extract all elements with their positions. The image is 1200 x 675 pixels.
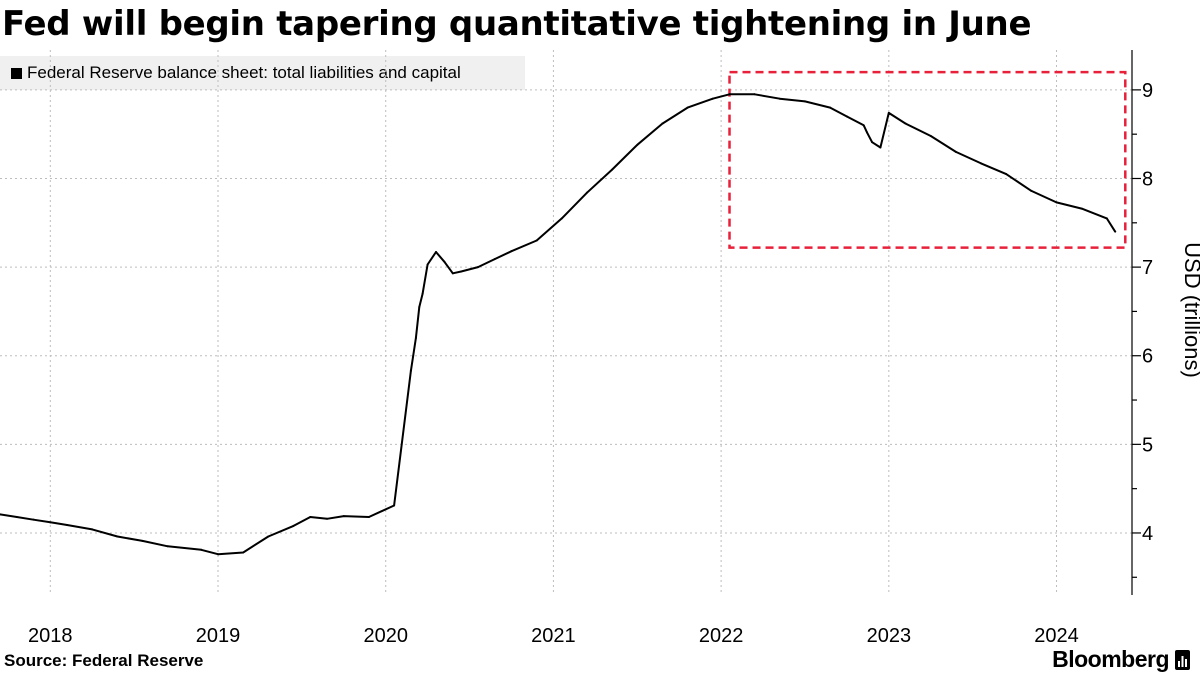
data-point	[929, 134, 932, 137]
x-tick-label-2021: 2021	[531, 625, 576, 647]
data-point	[560, 217, 563, 220]
data-point	[141, 539, 144, 542]
data-point	[393, 504, 396, 507]
series-line-0	[0, 93, 1117, 556]
legend-label: Federal Reserve balance sheet: total lia…	[27, 63, 461, 82]
data-point	[1080, 207, 1083, 210]
y-tick-label-9: 9	[1142, 80, 1153, 102]
data-point	[1030, 189, 1033, 192]
y-axis-label: USD (trillions)	[1180, 242, 1200, 378]
y-tick-label-8: 8	[1142, 168, 1153, 190]
data-point	[49, 521, 52, 524]
data-point	[1114, 230, 1117, 233]
x-tick-label-2020: 2020	[363, 625, 408, 647]
data-point	[309, 516, 312, 519]
data-point	[862, 124, 865, 127]
y-axis	[1131, 50, 1141, 595]
y-tick-label-5: 5	[1142, 434, 1153, 456]
data-point	[753, 93, 756, 96]
data-point	[66, 523, 69, 526]
data-point	[443, 260, 446, 263]
data-point	[15, 516, 18, 519]
data-point	[829, 106, 832, 109]
data-point	[476, 266, 479, 269]
data-point	[535, 239, 538, 242]
data-point	[510, 250, 513, 253]
y-tick-label-4: 4	[1142, 523, 1153, 545]
y-axis-tick-labels: 4 5 6 7 8 9	[1142, 80, 1153, 545]
data-point	[711, 97, 714, 100]
data-point	[342, 515, 345, 518]
data-point	[1005, 173, 1008, 176]
data-point	[778, 97, 781, 100]
data-point	[409, 369, 412, 372]
data-point	[426, 263, 429, 266]
data-point	[116, 535, 119, 538]
data-point	[1055, 201, 1058, 204]
x-tick-label-2018: 2018	[28, 625, 73, 647]
y-tick-label-7: 7	[1142, 257, 1153, 279]
source-note: Source: Federal Reserve	[4, 651, 204, 670]
data-point	[91, 528, 94, 531]
x-axis-tick-labels: 2018 2019 2020 2021 2022 2023 2024	[28, 625, 1079, 647]
bloomberg-terminal-icon	[1175, 649, 1190, 670]
x-tick-label-2024: 2024	[1034, 625, 1079, 647]
data-point	[980, 162, 983, 165]
data-point	[611, 168, 614, 171]
data-point	[418, 305, 421, 308]
data-point	[460, 270, 463, 273]
highlight-box-0	[728, 70, 1127, 249]
data-point	[292, 524, 295, 527]
data-point	[326, 517, 329, 520]
data-point	[414, 337, 417, 340]
data-point	[636, 143, 639, 146]
data-point	[166, 545, 169, 548]
data-point	[887, 111, 890, 114]
data-point	[0, 513, 1, 516]
data-point	[435, 251, 438, 254]
x-tick-label-2022: 2022	[699, 625, 744, 647]
annotation-layer	[728, 70, 1127, 249]
data-point	[367, 516, 370, 519]
grid-lines	[0, 50, 1132, 595]
x-tick-label-2019: 2019	[196, 625, 241, 647]
data-point	[954, 150, 957, 153]
data-point	[871, 141, 874, 144]
data-point	[585, 191, 588, 194]
chart-title: Fed will begin tapering quantitative tig…	[2, 4, 1032, 44]
series-layer	[0, 93, 1117, 556]
brand-name: Bloomberg	[1052, 646, 1169, 672]
brand: Bloomberg	[1052, 646, 1190, 673]
data-point	[421, 292, 424, 295]
data-point	[32, 518, 35, 521]
x-tick-label-2023: 2023	[867, 625, 912, 647]
data-point	[1105, 217, 1108, 220]
legend-swatch	[11, 67, 22, 79]
data-point	[451, 272, 454, 275]
data-point	[661, 122, 664, 125]
y-tick-label-6: 6	[1142, 346, 1153, 368]
data-point	[686, 106, 689, 109]
data-point	[242, 551, 245, 554]
data-point	[803, 100, 806, 103]
data-point	[200, 548, 203, 551]
data-point	[866, 131, 869, 134]
chart-legend: Federal Reserve balance sheet: total lia…	[0, 56, 525, 90]
data-point	[728, 93, 731, 96]
data-point	[493, 258, 496, 261]
data-point	[267, 535, 270, 538]
data-point	[879, 146, 882, 149]
data-point	[904, 122, 907, 125]
data-point	[217, 553, 220, 556]
data-point	[845, 115, 848, 118]
